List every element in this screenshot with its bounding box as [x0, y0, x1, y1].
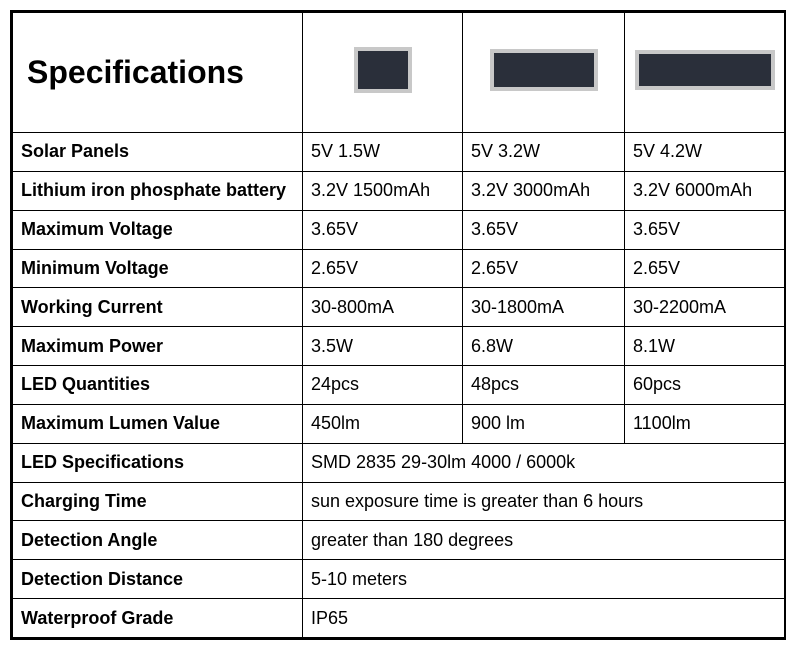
row-value: 2.65V: [463, 249, 625, 288]
row-value: SMD 2835 29-30lm 4000 / 6000k: [303, 443, 785, 482]
row-value: 2.65V: [303, 249, 463, 288]
panel-image-medium: [463, 13, 625, 133]
table-row: Detection Distance 5-10 meters: [13, 560, 785, 599]
table-row: Waterproof Grade IP65: [13, 599, 785, 638]
row-value: 3.2V 1500mAh: [303, 171, 463, 210]
table-row: Solar Panels 5V 1.5W 5V 3.2W 5V 4.2W: [13, 133, 785, 172]
row-value: 8.1W: [625, 327, 785, 366]
row-value: greater than 180 degrees: [303, 521, 785, 560]
row-value: 30-1800mA: [463, 288, 625, 327]
row-label: Detection Angle: [13, 521, 303, 560]
row-value: 5-10 meters: [303, 560, 785, 599]
page-title: Specifications: [13, 13, 303, 133]
table-row: Working Current 30-800mA 30-1800mA 30-22…: [13, 288, 785, 327]
row-value: 5V 3.2W: [463, 133, 625, 172]
row-label: Working Current: [13, 288, 303, 327]
row-value: 24pcs: [303, 366, 463, 405]
row-value: IP65: [303, 599, 785, 638]
panel-image-small: [303, 13, 463, 133]
row-value: 3.2V 3000mAh: [463, 171, 625, 210]
table-row: LED Quantities 24pcs 48pcs 60pcs: [13, 366, 785, 405]
row-label: Maximum Lumen Value: [13, 404, 303, 443]
spec-table: Specifications Solar Panels 5V 1.5W 5V 3…: [12, 12, 785, 638]
solar-panel-icon: [354, 47, 412, 93]
row-label: Lithium iron phosphate battery: [13, 171, 303, 210]
row-value: 30-2200mA: [625, 288, 785, 327]
row-label: Detection Distance: [13, 560, 303, 599]
table-row: Minimum Voltage 2.65V 2.65V 2.65V: [13, 249, 785, 288]
spec-table-container: Specifications Solar Panels 5V 1.5W 5V 3…: [10, 10, 786, 640]
table-row: Maximum Power 3.5W 6.8W 8.1W: [13, 327, 785, 366]
table-row: Lithium iron phosphate battery 3.2V 1500…: [13, 171, 785, 210]
row-value: 1100lm: [625, 404, 785, 443]
solar-panel-icon: [635, 50, 775, 90]
row-value: 3.5W: [303, 327, 463, 366]
table-row: Maximum Voltage 3.65V 3.65V 3.65V: [13, 210, 785, 249]
row-value: 3.65V: [625, 210, 785, 249]
row-label: Maximum Power: [13, 327, 303, 366]
row-label: Charging Time: [13, 482, 303, 521]
row-label: Minimum Voltage: [13, 249, 303, 288]
row-value: 5V 4.2W: [625, 133, 785, 172]
row-value: 3.65V: [303, 210, 463, 249]
row-value: 5V 1.5W: [303, 133, 463, 172]
row-value: 48pcs: [463, 366, 625, 405]
row-value: 900 lm: [463, 404, 625, 443]
row-label: LED Quantities: [13, 366, 303, 405]
solar-panel-icon: [490, 49, 598, 91]
row-value: sun exposure time is greater than 6 hour…: [303, 482, 785, 521]
header-row: Specifications: [13, 13, 785, 133]
table-row: LED Specifications SMD 2835 29-30lm 4000…: [13, 443, 785, 482]
table-row: Charging Time sun exposure time is great…: [13, 482, 785, 521]
row-value: 2.65V: [625, 249, 785, 288]
row-value: 30-800mA: [303, 288, 463, 327]
row-label: Waterproof Grade: [13, 599, 303, 638]
row-value: 60pcs: [625, 366, 785, 405]
panel-image-large: [625, 13, 785, 133]
row-value: 6.8W: [463, 327, 625, 366]
table-row: Maximum Lumen Value 450lm 900 lm 1100lm: [13, 404, 785, 443]
row-label: Maximum Voltage: [13, 210, 303, 249]
row-label: LED Specifications: [13, 443, 303, 482]
row-value: 3.65V: [463, 210, 625, 249]
table-row: Detection Angle greater than 180 degrees: [13, 521, 785, 560]
row-value: 450lm: [303, 404, 463, 443]
row-label: Solar Panels: [13, 133, 303, 172]
row-value: 3.2V 6000mAh: [625, 171, 785, 210]
